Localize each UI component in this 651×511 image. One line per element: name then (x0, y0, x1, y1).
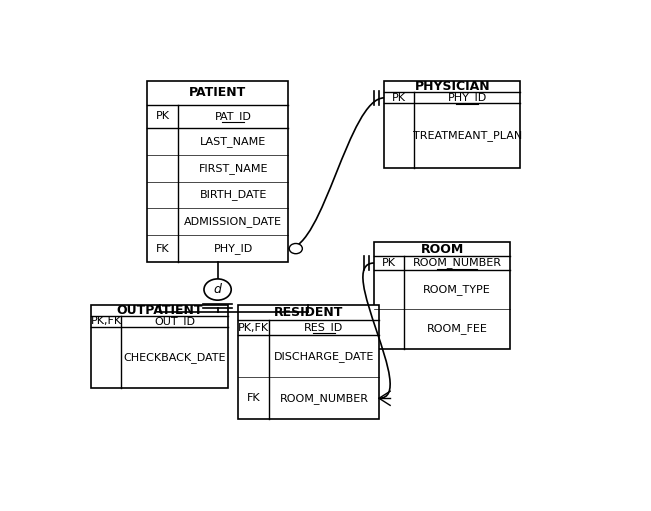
Text: LAST_NAME: LAST_NAME (200, 136, 266, 147)
Text: OUT_ID: OUT_ID (154, 316, 195, 327)
Text: PK: PK (156, 111, 169, 121)
Text: PK,FK: PK,FK (91, 316, 122, 327)
Text: PATIENT: PATIENT (189, 86, 246, 99)
Text: FK: FK (156, 244, 169, 253)
Text: PK: PK (382, 258, 396, 268)
Text: ROOM_NUMBER: ROOM_NUMBER (279, 393, 368, 404)
Bar (374, 242, 510, 349)
Text: FIRST_NAME: FIRST_NAME (199, 163, 268, 174)
Text: OUTPATIENT: OUTPATIENT (117, 304, 203, 317)
Text: RES_ID: RES_ID (304, 322, 344, 333)
Bar (384, 81, 520, 168)
Text: ADMISSION_DATE: ADMISSION_DATE (184, 216, 282, 227)
Bar (147, 81, 288, 262)
Text: DISCHARGE_DATE: DISCHARGE_DATE (274, 351, 374, 361)
Text: PHY_ID: PHY_ID (447, 92, 487, 103)
Text: PK,FK: PK,FK (238, 322, 269, 333)
Text: RESIDENT: RESIDENT (273, 306, 343, 319)
Text: FK: FK (247, 393, 260, 403)
Text: PK: PK (392, 93, 406, 103)
Text: ROOM: ROOM (421, 243, 464, 256)
Text: ROOM_NUMBER: ROOM_NUMBER (413, 258, 501, 268)
Circle shape (289, 243, 302, 253)
Circle shape (204, 279, 231, 300)
Bar (91, 305, 228, 388)
Text: PHYSICIAN: PHYSICIAN (415, 80, 490, 93)
Text: TREATMEANT_PLAN: TREATMEANT_PLAN (413, 130, 522, 141)
Text: d: d (214, 283, 221, 296)
Text: ROOM_FEE: ROOM_FEE (426, 323, 488, 334)
Text: PHY_ID: PHY_ID (214, 243, 253, 254)
Bar (238, 305, 379, 420)
Text: BIRTH_DATE: BIRTH_DATE (199, 190, 267, 200)
Text: CHECKBACK_DATE: CHECKBACK_DATE (123, 352, 226, 363)
Text: PAT_ID: PAT_ID (215, 111, 251, 122)
Text: ROOM_TYPE: ROOM_TYPE (423, 284, 491, 295)
